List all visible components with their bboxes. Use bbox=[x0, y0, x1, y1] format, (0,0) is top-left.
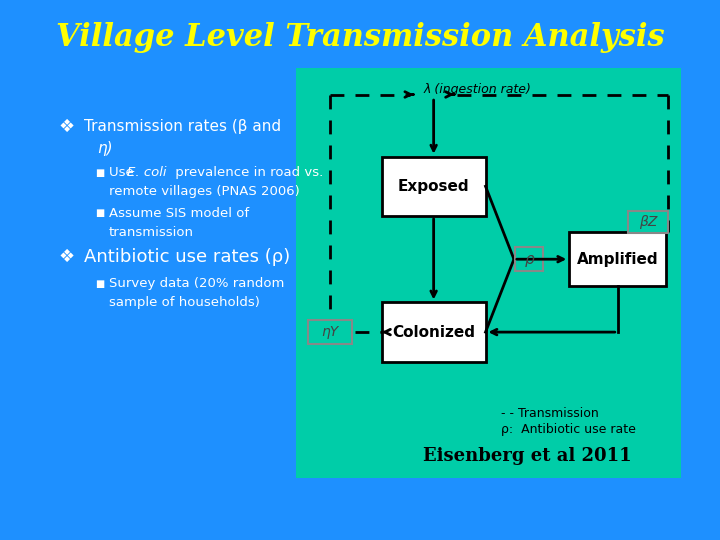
Text: ■: ■ bbox=[96, 208, 105, 218]
FancyBboxPatch shape bbox=[382, 157, 485, 216]
Text: Survey data (20% random: Survey data (20% random bbox=[109, 277, 284, 290]
Text: βZ: βZ bbox=[639, 215, 657, 229]
Text: ■: ■ bbox=[96, 168, 105, 178]
Text: ρ:  Antibiotic use rate: ρ: Antibiotic use rate bbox=[500, 423, 636, 436]
Text: λ (ingestion rate): λ (ingestion rate) bbox=[423, 83, 531, 96]
Text: sample of households): sample of households) bbox=[109, 296, 260, 309]
Text: prevalence in road vs.: prevalence in road vs. bbox=[171, 166, 323, 179]
Text: ■: ■ bbox=[96, 279, 105, 288]
Text: η): η) bbox=[98, 141, 113, 156]
FancyBboxPatch shape bbox=[570, 232, 666, 286]
FancyBboxPatch shape bbox=[628, 211, 668, 233]
Text: ❖: ❖ bbox=[59, 247, 75, 266]
FancyBboxPatch shape bbox=[297, 68, 681, 478]
Text: Village Level Transmission Analysis: Village Level Transmission Analysis bbox=[55, 22, 665, 53]
Text: Assume SIS model of: Assume SIS model of bbox=[109, 207, 249, 220]
Text: ηY: ηY bbox=[321, 325, 338, 339]
FancyBboxPatch shape bbox=[516, 247, 544, 271]
Text: Amplified: Amplified bbox=[577, 252, 659, 267]
Text: Use: Use bbox=[109, 166, 138, 179]
Text: ρ: ρ bbox=[525, 252, 534, 267]
Text: E. coli: E. coli bbox=[127, 166, 166, 179]
FancyBboxPatch shape bbox=[308, 320, 352, 344]
Text: transmission: transmission bbox=[109, 226, 194, 239]
Text: Antibiotic use rates (ρ): Antibiotic use rates (ρ) bbox=[84, 247, 290, 266]
Text: Exposed: Exposed bbox=[398, 179, 469, 194]
Text: ❖: ❖ bbox=[59, 118, 75, 136]
Text: Eisenberg et al 2011: Eisenberg et al 2011 bbox=[423, 447, 631, 465]
FancyBboxPatch shape bbox=[382, 302, 485, 362]
Text: Transmission rates (β and: Transmission rates (β and bbox=[84, 119, 282, 134]
Text: - - Transmission: - - Transmission bbox=[500, 407, 598, 420]
Text: remote villages (PNAS 2006): remote villages (PNAS 2006) bbox=[109, 185, 300, 198]
Text: Colonized: Colonized bbox=[392, 325, 475, 340]
